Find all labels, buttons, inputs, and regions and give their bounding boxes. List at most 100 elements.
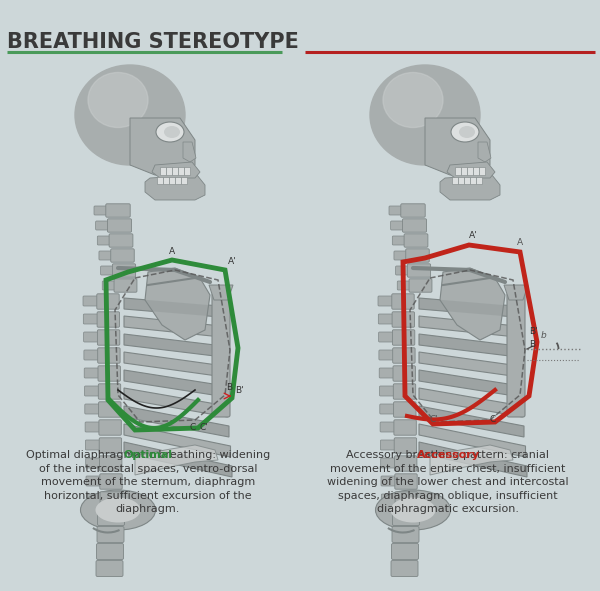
FancyBboxPatch shape — [97, 527, 124, 543]
FancyBboxPatch shape — [97, 312, 119, 327]
Text: B: B — [529, 340, 535, 349]
Polygon shape — [419, 388, 523, 417]
FancyBboxPatch shape — [381, 476, 397, 486]
Polygon shape — [124, 442, 232, 477]
Ellipse shape — [95, 498, 140, 522]
Polygon shape — [419, 298, 515, 317]
FancyBboxPatch shape — [84, 350, 100, 360]
FancyBboxPatch shape — [97, 294, 119, 309]
Polygon shape — [124, 370, 226, 397]
FancyBboxPatch shape — [97, 236, 112, 245]
FancyBboxPatch shape — [94, 206, 108, 215]
FancyBboxPatch shape — [392, 527, 419, 543]
FancyBboxPatch shape — [170, 177, 176, 184]
FancyBboxPatch shape — [382, 494, 397, 504]
Polygon shape — [124, 442, 232, 477]
Polygon shape — [135, 445, 218, 475]
FancyBboxPatch shape — [83, 332, 100, 342]
FancyBboxPatch shape — [394, 438, 416, 453]
Text: A: A — [517, 238, 523, 247]
FancyBboxPatch shape — [99, 251, 113, 260]
Polygon shape — [440, 268, 505, 340]
FancyBboxPatch shape — [179, 167, 185, 176]
Text: b: b — [541, 331, 547, 340]
FancyBboxPatch shape — [394, 251, 408, 260]
FancyBboxPatch shape — [100, 492, 122, 507]
FancyBboxPatch shape — [176, 177, 182, 184]
FancyBboxPatch shape — [394, 420, 416, 435]
FancyBboxPatch shape — [157, 177, 163, 184]
FancyBboxPatch shape — [95, 221, 110, 230]
FancyBboxPatch shape — [380, 422, 396, 432]
Polygon shape — [419, 334, 518, 357]
Polygon shape — [124, 352, 224, 377]
Ellipse shape — [164, 126, 180, 138]
FancyBboxPatch shape — [392, 509, 419, 525]
FancyBboxPatch shape — [476, 177, 482, 184]
Polygon shape — [124, 406, 229, 437]
FancyBboxPatch shape — [379, 350, 395, 360]
FancyBboxPatch shape — [409, 279, 432, 292]
Polygon shape — [145, 175, 205, 200]
FancyBboxPatch shape — [101, 266, 115, 275]
FancyBboxPatch shape — [161, 167, 167, 176]
FancyBboxPatch shape — [479, 167, 485, 176]
Text: Optimal diaphragmatic breathing: widening
of the intercostal spaces, ventro-dors: Optimal diaphragmatic breathing: widenin… — [26, 450, 270, 514]
Text: C': C' — [200, 423, 209, 432]
Text: B': B' — [529, 327, 538, 336]
FancyBboxPatch shape — [394, 384, 416, 399]
FancyBboxPatch shape — [406, 249, 429, 262]
Ellipse shape — [80, 490, 155, 530]
Polygon shape — [504, 285, 528, 300]
Polygon shape — [419, 370, 521, 397]
Polygon shape — [419, 424, 526, 457]
FancyBboxPatch shape — [83, 314, 100, 324]
Polygon shape — [419, 406, 524, 437]
Polygon shape — [124, 334, 223, 357]
Polygon shape — [419, 406, 524, 437]
Polygon shape — [430, 445, 513, 475]
Text: B': B' — [235, 386, 244, 395]
FancyBboxPatch shape — [395, 492, 418, 507]
FancyBboxPatch shape — [381, 458, 397, 468]
FancyBboxPatch shape — [114, 279, 137, 292]
Polygon shape — [447, 162, 495, 178]
FancyBboxPatch shape — [98, 366, 121, 381]
Polygon shape — [419, 442, 527, 477]
Text: A: A — [169, 247, 175, 256]
FancyBboxPatch shape — [98, 384, 121, 399]
FancyBboxPatch shape — [392, 544, 419, 560]
Ellipse shape — [75, 65, 185, 165]
Polygon shape — [425, 118, 490, 175]
Polygon shape — [130, 118, 195, 175]
Ellipse shape — [370, 65, 480, 165]
FancyBboxPatch shape — [106, 204, 130, 217]
FancyBboxPatch shape — [97, 330, 120, 345]
FancyBboxPatch shape — [182, 177, 187, 184]
FancyBboxPatch shape — [83, 296, 99, 306]
FancyBboxPatch shape — [379, 332, 395, 342]
Polygon shape — [124, 406, 229, 437]
FancyBboxPatch shape — [100, 474, 122, 489]
FancyBboxPatch shape — [391, 560, 418, 576]
FancyBboxPatch shape — [507, 293, 525, 417]
FancyBboxPatch shape — [98, 348, 120, 363]
FancyBboxPatch shape — [473, 167, 479, 176]
FancyBboxPatch shape — [85, 386, 101, 396]
FancyBboxPatch shape — [98, 402, 121, 417]
FancyBboxPatch shape — [401, 204, 425, 217]
Polygon shape — [419, 352, 520, 377]
FancyBboxPatch shape — [85, 404, 101, 414]
Polygon shape — [124, 424, 230, 457]
FancyBboxPatch shape — [163, 177, 170, 184]
Text: C': C' — [430, 415, 439, 424]
FancyBboxPatch shape — [112, 264, 136, 277]
FancyBboxPatch shape — [212, 293, 230, 417]
FancyBboxPatch shape — [379, 314, 394, 324]
FancyBboxPatch shape — [84, 368, 100, 378]
Polygon shape — [124, 298, 220, 317]
Text: Accessory breathing pattern: cranial
movement of the entire chest, insufficient
: Accessory breathing pattern: cranial mov… — [327, 450, 569, 514]
FancyBboxPatch shape — [107, 219, 131, 232]
Polygon shape — [440, 175, 500, 200]
FancyBboxPatch shape — [111, 249, 134, 262]
